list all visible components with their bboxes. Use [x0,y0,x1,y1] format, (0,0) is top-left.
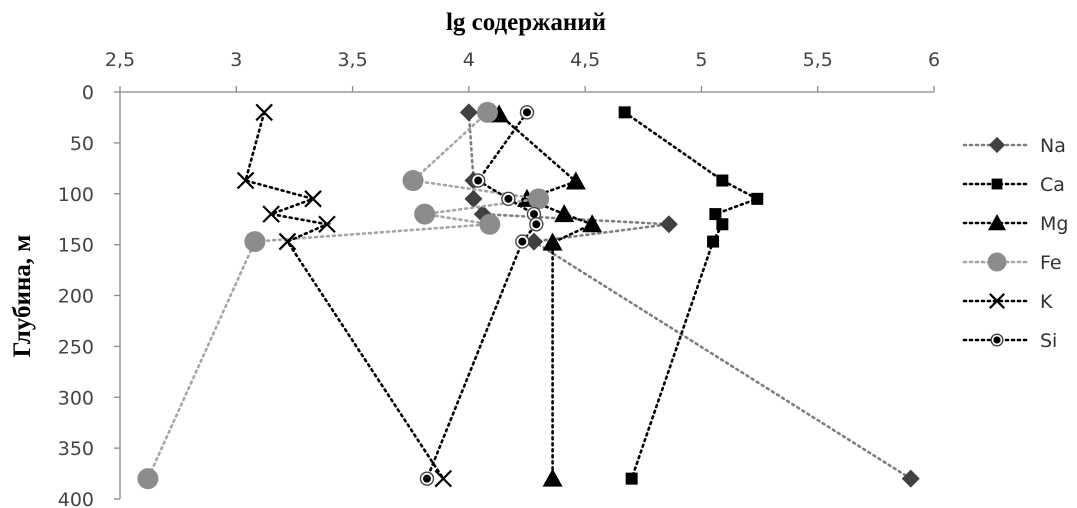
legend-label-si: Si [1040,330,1057,352]
data-point-ca [707,235,720,248]
legend-marker-si [990,333,1004,347]
data-point-fe [402,170,424,192]
legend-label-na: Na [1040,135,1066,157]
legend-marker-si-dot [993,336,1001,344]
x-tick-label: 4 [463,49,475,71]
data-point-k [278,232,297,251]
data-point-ca [716,218,729,231]
y-axis-title: Глубина, м [9,235,36,358]
legend-label-fe: Fe [1040,252,1062,274]
data-point-si-dot [518,237,527,246]
data-point-ca [751,192,764,205]
series-line-si [425,111,538,480]
data-point-mg [582,214,603,233]
data-point-si [519,105,535,120]
x-axis-title: lg содержаний [446,9,606,36]
legend-item-k: K [962,291,1053,313]
data-point-fe [476,101,498,123]
y-tick-label: 350 [58,438,94,460]
data-point-na [459,103,478,122]
data-point-fe [479,213,501,235]
x-tick-label: 4,5 [570,49,600,71]
data-point-na [464,189,483,208]
series-si [419,105,544,486]
data-point-si [501,191,516,207]
data-point-si-dot [523,108,531,117]
series-line-fe [146,111,539,480]
data-point-fe [414,203,436,225]
data-point-k [236,171,255,190]
data-point-si [515,234,530,249]
series-ca [618,106,764,485]
legend: Na Ca Mg Fe K Si [962,135,1068,352]
series-line-na [467,111,913,480]
legend-marker-k [989,293,1005,309]
data-point-si-dot [532,220,541,229]
data-point-k [434,469,453,488]
legend-label-k: K [1040,291,1053,313]
y-axis-title-group: Глубина, м [9,235,36,358]
y-tick-label: 250 [58,336,94,358]
x-tick-label: 6 [928,49,940,71]
legend-item-na: Na [962,135,1066,157]
data-point-mg [542,468,563,487]
x-tick-label: 3,5 [337,49,367,71]
data-point-fe [528,188,550,210]
legend-item-ca: Ca [962,174,1065,196]
x-tick-label: 2,5 [105,49,135,71]
legend-item-mg: Mg [962,213,1068,235]
y-tick-label: 50 [70,133,94,155]
x-tick-label: 5,5 [803,49,833,71]
x-tick-label: 3 [230,49,242,71]
data-point-fe [137,468,159,490]
data-point-mg [554,204,575,223]
data-point-si [419,471,435,486]
y-tick-label: 150 [58,235,94,257]
data-point-k [262,205,280,223]
series-k [236,103,453,488]
y-tick-label: 100 [58,184,94,206]
legend-label-ca: Ca [1040,174,1065,196]
data-point-k [318,215,336,234]
data-point-si-dot [422,474,431,483]
series-line-mg [497,113,596,480]
data-point-k [255,103,273,122]
legend-label-mg: Mg [1040,213,1068,235]
data-point-na [524,232,543,251]
y-tick-label: 300 [58,387,94,409]
data-point-si-dot [529,210,538,219]
series-fe [137,101,550,490]
y-tick-label: 0 [82,82,94,104]
legend-item-fe: Fe [962,252,1062,274]
data-point-mg [542,232,563,251]
x-tick-label: 5 [695,49,707,71]
data-point-k [304,190,322,208]
data-point-fe [244,231,266,253]
data-point-ca [709,208,722,221]
axes: 2,5 3 3,5 4 4,5 5 5,5 6 0 50 100 150 200 250 300 350 400 [58,49,940,508]
legend-marker-ca [991,178,1003,190]
series-layer [137,101,920,490]
legend-marker-mg [988,214,1006,231]
y-tick-label: 400 [58,489,94,508]
data-point-si-dot [474,176,483,185]
series-na [459,103,920,488]
data-point-ca [625,472,638,485]
legend-marker-fe [987,252,1007,272]
data-point-na [659,215,678,234]
series-line-ca [623,111,761,480]
data-point-na [901,469,920,488]
legend-item-si: Si [962,330,1057,352]
data-point-mg [565,171,586,190]
data-point-ca [618,106,631,119]
data-point-si [529,217,544,232]
y-tick-label: 200 [58,286,94,308]
series-line-k [243,111,445,480]
data-point-ca [716,174,729,187]
series-mg [489,104,603,487]
data-point-si [470,173,486,188]
data-point-si-dot [504,194,513,203]
legend-marker-na [988,136,1006,154]
